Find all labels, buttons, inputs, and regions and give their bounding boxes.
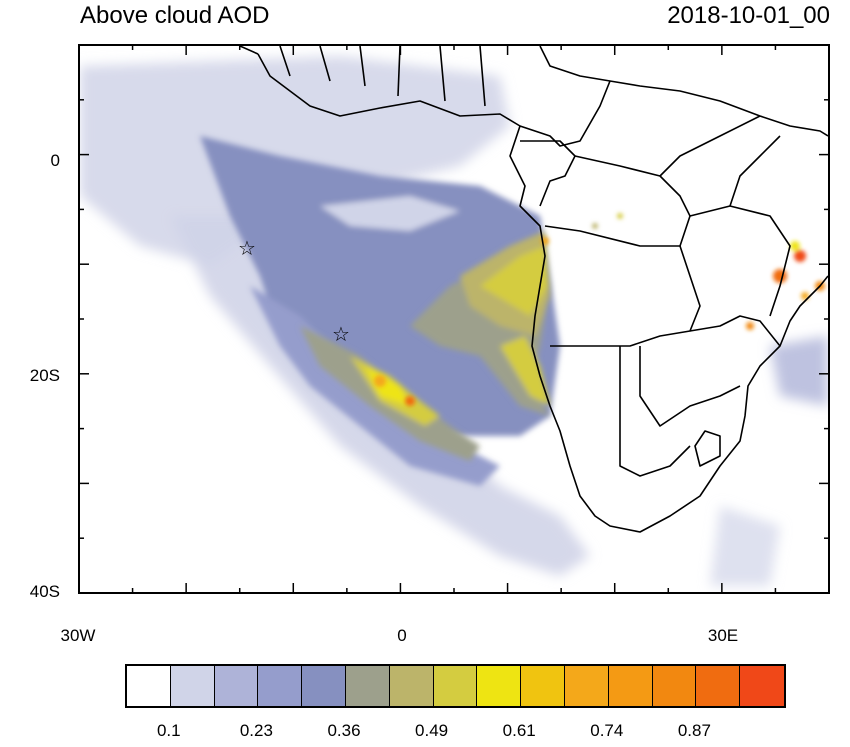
- colorbar-cell: [608, 666, 653, 706]
- map-title: Above cloud AOD: [80, 2, 270, 29]
- colorbar-cell: [521, 666, 565, 706]
- colorbar-label: 0.1: [156, 721, 181, 740]
- xlabel-0: 0: [397, 626, 407, 645]
- colorbar-label: 0.36: [327, 721, 361, 740]
- colorbar-label: 0.49: [415, 721, 449, 740]
- aod-hotspots: [374, 213, 825, 406]
- marker-star-1: ☆: [238, 238, 256, 260]
- marker-star-2: ☆: [332, 324, 350, 346]
- colorbar: [125, 664, 786, 708]
- map-timestamp: 2018-10-01_00: [667, 2, 830, 29]
- colorbar-cell: [740, 666, 784, 706]
- colorbar-label: 0.23: [239, 721, 273, 740]
- colorbar-label: 0.74: [590, 721, 624, 740]
- ylabel-40s: 40S: [29, 582, 60, 601]
- xlabel-30w: 30W: [60, 626, 96, 645]
- colorbar-cell: [345, 666, 390, 706]
- colorbar-cell: [389, 666, 434, 706]
- colorbar-cell: [477, 666, 522, 706]
- ylabel-20s: 20S: [29, 366, 60, 385]
- ylabel-0: 0: [50, 151, 60, 170]
- xlabel-30e: 30E: [707, 626, 739, 645]
- aod-map: [80, 46, 828, 586]
- coastlines-borders: [239, 46, 828, 533]
- colorbar-cell: [433, 666, 478, 706]
- colorbar-cell: [258, 666, 303, 706]
- colorbar-cell: [302, 666, 346, 706]
- colorbar-cell: [652, 666, 697, 706]
- map-panel: ☆ ☆: [78, 44, 830, 594]
- colorbar-cell: [696, 666, 741, 706]
- colorbar-label: 0.61: [502, 721, 536, 740]
- colorbar-label: 0.87: [677, 721, 711, 740]
- colorbar-cell: [127, 666, 171, 706]
- colorbar-cell: [564, 666, 609, 706]
- colorbar-cell: [214, 666, 259, 706]
- colorbar-cell: [170, 666, 215, 706]
- aod-high-plume: [300, 231, 550, 461]
